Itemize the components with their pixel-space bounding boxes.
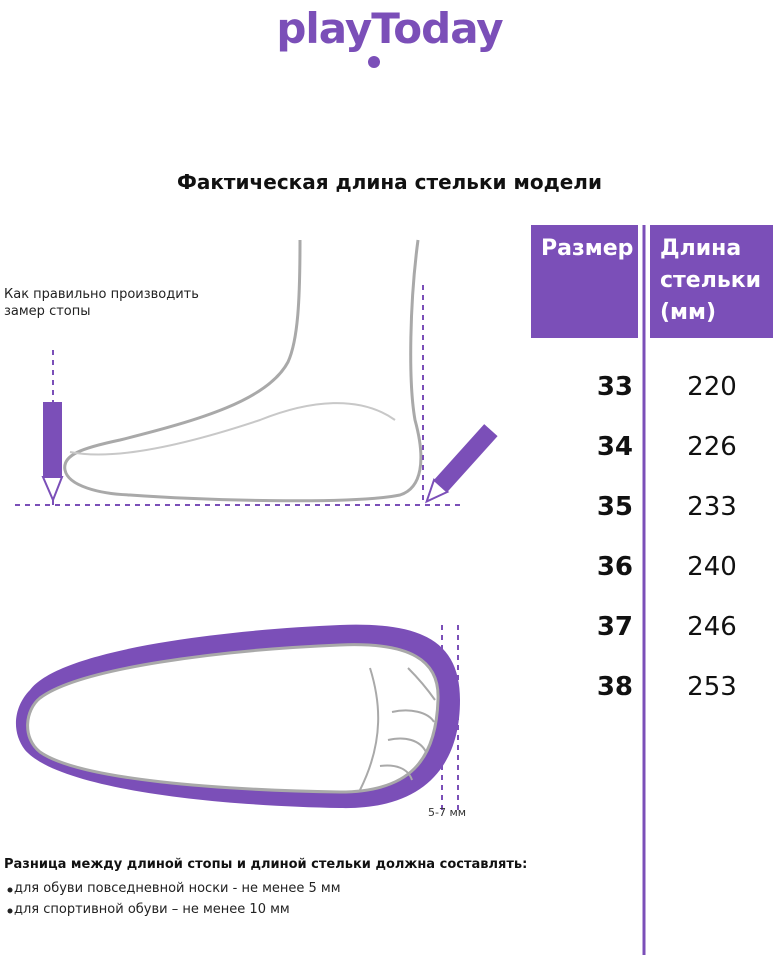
bullet	[7, 887, 13, 893]
shoe-size: 34	[596, 432, 633, 462]
shoe-size: 37	[596, 612, 633, 642]
insole-length: 240	[687, 552, 737, 582]
measure-note-line: замер стопы	[4, 304, 91, 319]
measure-note-line: Как правильно производить	[4, 287, 199, 302]
shoe-size: 35	[596, 492, 633, 522]
shoe-size: 36	[596, 552, 633, 582]
title: Фактическая длина стельки модели	[177, 170, 602, 194]
bullet	[7, 908, 13, 914]
insole-length: 253	[687, 672, 737, 702]
note-item: для спортивной обуви – не менее 10 мм	[14, 902, 290, 917]
pencil-left	[41, 402, 64, 503]
insole-length: 233	[687, 492, 737, 522]
foot-side	[63, 239, 423, 503]
table-header: Длина стельки (мм)	[650, 225, 773, 338]
shoe-size: 33	[596, 372, 633, 402]
insole-length: 226	[687, 432, 737, 462]
toes	[359, 667, 436, 791]
pencil-right	[424, 424, 498, 504]
insole-length: 220	[687, 372, 737, 402]
table-header: Размер	[531, 225, 638, 338]
logo-dot	[368, 56, 380, 68]
shoe-size: 38	[596, 672, 633, 702]
gap-label: 5-7 мм	[428, 806, 467, 819]
measure-note: Как правильно производить замер стопы	[4, 286, 199, 320]
note-title: Разница между длиной стопы и длиной стел…	[4, 857, 528, 872]
foot-print	[26, 643, 440, 794]
logo: playToday	[276, 4, 503, 53]
note-item: для обуви повседневной носки - не менее …	[14, 881, 341, 896]
insole-length: 246	[687, 612, 737, 642]
foot-line	[69, 402, 396, 456]
